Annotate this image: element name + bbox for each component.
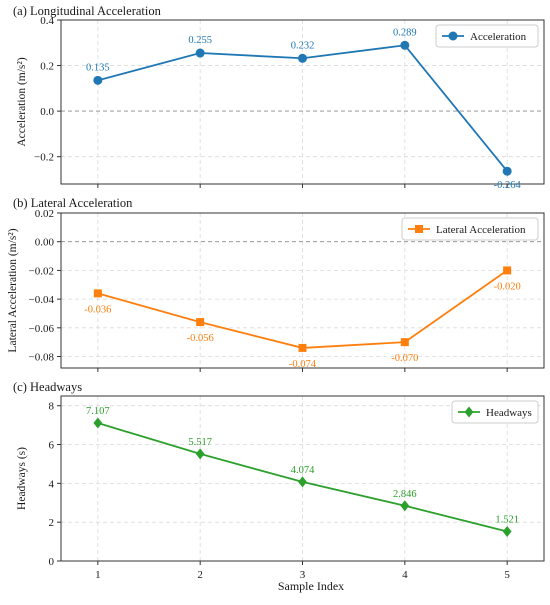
data-label: -0.056 — [187, 333, 214, 344]
data-label: 0.135 — [86, 62, 110, 73]
data-label: 1.521 — [495, 514, 519, 525]
legend-box — [435, 24, 539, 48]
data-label: -0.264 — [494, 180, 522, 191]
data-point — [298, 476, 307, 488]
x-tick-label: 3 — [300, 569, 306, 581]
data-point — [400, 500, 410, 512]
data-label: 2.846 — [393, 489, 417, 500]
data-label: 0.289 — [393, 27, 417, 38]
data-label: -0.074 — [289, 359, 317, 370]
data-point — [196, 318, 205, 327]
data-point — [93, 289, 102, 298]
y-tick-label: −0.02 — [29, 265, 54, 277]
x-tick-label: 5 — [504, 569, 510, 581]
legend-box — [401, 217, 539, 241]
panel-title: (c) Headways — [13, 380, 82, 394]
panel-3: (c) Headways 0 2 4 6 8 1 2 3 4 5 Headways (s) 7.107 5… — [13, 380, 545, 581]
data-point — [503, 266, 512, 275]
data-point — [400, 40, 410, 50]
legend-label: Lateral Acceleration — [436, 224, 526, 236]
data-label: -0.020 — [494, 281, 521, 292]
data-point — [298, 53, 307, 63]
y-tick-label: 0.02 — [35, 208, 54, 220]
data-label: 7.107 — [86, 406, 110, 417]
panel-1: (a) Longitudinal Acceleration −0.2 0.0 0.2 0… — [13, 4, 545, 191]
data-point — [502, 166, 512, 176]
y-tick-label: 0 — [49, 556, 55, 568]
data-label: 5.517 — [188, 437, 212, 448]
y-tick-label: 0.00 — [35, 237, 55, 249]
series-line — [97, 269, 508, 349]
legend-box — [451, 400, 539, 424]
data-point — [195, 448, 205, 460]
data-label: 4.074 — [291, 465, 315, 476]
panel-title: (b) Lateral Acceleration — [13, 196, 133, 210]
x-tick-label: 1 — [95, 569, 101, 581]
data-label: -0.036 — [84, 304, 111, 315]
y-tick-label: 2 — [49, 517, 55, 529]
y-tick-label: −0.04 — [29, 294, 55, 306]
y-tick-label: 0.0 — [40, 106, 54, 118]
data-point — [298, 343, 307, 352]
y-axis-label: Lateral Acceleration (m/s²) — [7, 228, 19, 352]
legend-label: Acceleration — [470, 31, 527, 43]
panel-2: (b) Lateral Acceleration −0.08 −0.06 −0.04 −… — [7, 196, 545, 372]
y-axis-label: Headways (s) — [16, 447, 28, 510]
data-point — [195, 48, 205, 58]
y-tick-label: 8 — [49, 401, 55, 413]
data-point — [93, 75, 103, 85]
y-tick-label: −0.2 — [34, 152, 54, 164]
data-label: 0.255 — [188, 35, 212, 46]
y-tick-label: 0.2 — [40, 61, 54, 73]
legend-label: Headways — [486, 407, 532, 419]
panel-title: (a) Longitudinal Acceleration — [13, 4, 162, 18]
data-label: 0.232 — [291, 40, 315, 51]
legend-marker — [415, 225, 423, 233]
legend-marker — [464, 406, 474, 418]
y-tick-label: −0.06 — [29, 323, 55, 335]
y-tick-label: 4 — [49, 478, 55, 490]
data-point — [502, 525, 512, 537]
legend-marker — [448, 31, 458, 41]
x-axis-label: Sample Index — [278, 579, 344, 593]
data-point — [93, 417, 103, 429]
y-tick-label: 0.4 — [40, 15, 54, 27]
x-tick-label: 4 — [402, 569, 408, 581]
data-label: -0.070 — [391, 353, 418, 364]
x-tick-label: 2 — [197, 569, 203, 581]
y-tick-label: −0.08 — [29, 352, 55, 364]
y-tick-label: 6 — [49, 440, 55, 452]
data-point — [400, 338, 409, 347]
y-axis-label: Acceleration (m/s²) — [16, 57, 28, 147]
